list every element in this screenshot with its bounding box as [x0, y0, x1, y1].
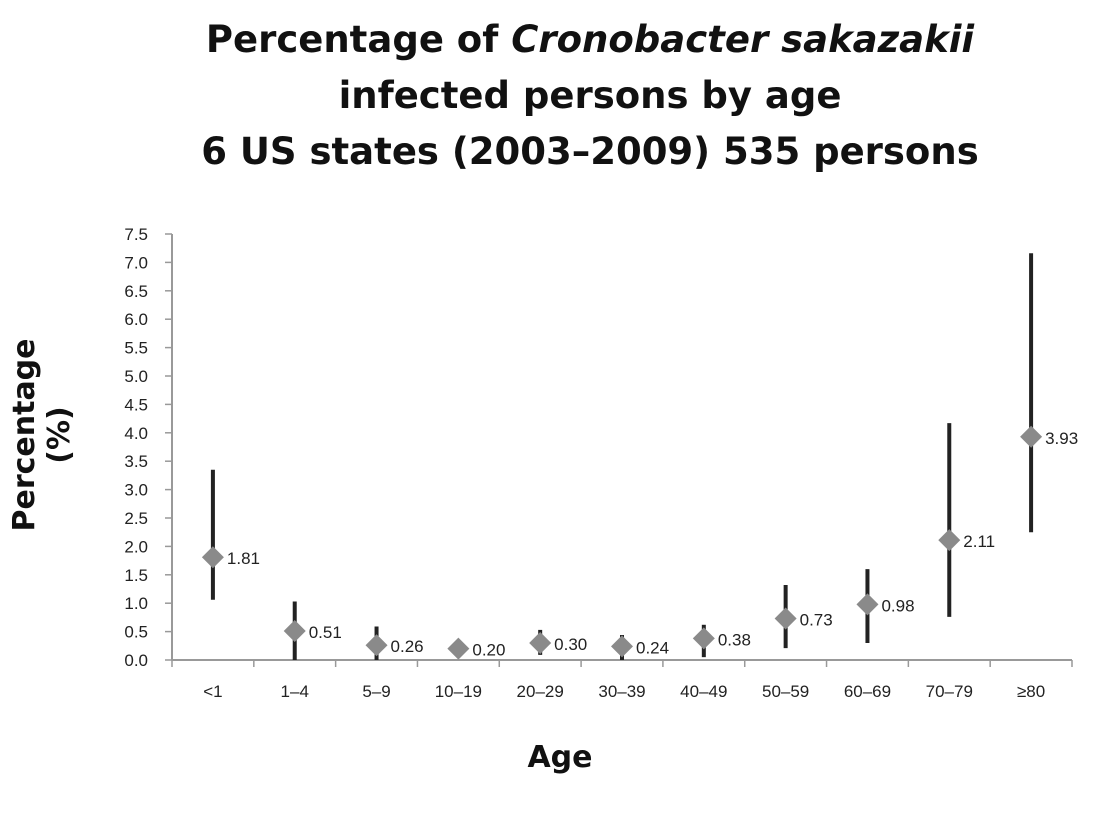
chart-title-line-2: infected persons by age — [338, 74, 842, 117]
data-label: 0.30 — [554, 635, 587, 654]
data-label: 2.11 — [963, 532, 995, 551]
x-tick-label: 20–29 — [517, 682, 564, 701]
x-tick-label: 1–4 — [281, 682, 309, 701]
x-tick-label: 60–69 — [844, 682, 891, 701]
data-point-marker — [856, 593, 879, 616]
data-label: 3.93 — [1045, 429, 1078, 448]
data-label: 0.98 — [881, 596, 914, 615]
data-label: 0.38 — [718, 630, 751, 649]
chart-title-line-1: Percentage of Cronobacter sakazakii — [0, 12, 1115, 67]
chart-title-line-3: 6 US states (2003–2009) 535 persons — [201, 130, 979, 173]
data-point-marker — [529, 631, 552, 654]
y-tick-label: 2.5 — [124, 509, 148, 528]
data-point-marker — [283, 620, 306, 643]
x-axis-label: Age — [527, 740, 593, 775]
x-tick-label: 70–79 — [926, 682, 973, 701]
data-point-marker — [447, 637, 470, 660]
y-tick-label: 5.5 — [124, 339, 148, 358]
y-tick-label: 0.0 — [124, 651, 148, 670]
data-label: 0.20 — [472, 641, 505, 660]
data-point-marker — [938, 529, 961, 552]
data-label: 0.73 — [800, 611, 833, 630]
y-tick-label: 4.0 — [124, 424, 148, 443]
y-tick-label: 7.0 — [124, 253, 148, 272]
data-label: 0.24 — [636, 638, 669, 657]
y-tick-label: 3.0 — [124, 481, 148, 500]
data-point-marker — [201, 546, 224, 569]
y-tick-label: 1.5 — [124, 566, 148, 585]
x-tick-label: 10–19 — [435, 682, 482, 701]
data-point-marker — [774, 607, 797, 630]
data-point-marker — [1020, 425, 1043, 448]
data-point-marker — [692, 627, 715, 650]
y-tick-label: 2.0 — [124, 537, 148, 556]
x-tick-label: 40–49 — [680, 682, 727, 701]
x-tick-label: 5–9 — [362, 682, 390, 701]
y-tick-label: 5.0 — [124, 367, 148, 386]
y-tick-label: 1.0 — [124, 594, 148, 613]
y-tick-label: 6.0 — [124, 310, 148, 329]
data-point-marker — [611, 635, 633, 658]
x-tick-label: 30–39 — [598, 682, 645, 701]
x-tick-label: <1 — [203, 682, 222, 701]
title-prefix: Percentage of — [205, 18, 512, 61]
y-tick-label: 0.5 — [124, 623, 148, 642]
data-label: 1.81 — [227, 549, 260, 568]
y-tick-label: 6.5 — [124, 282, 148, 301]
title-species: Cronobacter sakazakii — [511, 18, 975, 61]
data-label: 0.26 — [391, 637, 424, 656]
data-point-marker — [365, 634, 388, 657]
y-tick-label: 3.5 — [124, 452, 148, 471]
y-tick-label: 4.5 — [124, 395, 148, 414]
data-label: 0.51 — [309, 623, 342, 642]
x-tick-label: 50–59 — [762, 682, 809, 701]
x-tick-label: ≥80 — [1017, 682, 1045, 701]
y-tick-label: 7.5 — [124, 225, 148, 244]
